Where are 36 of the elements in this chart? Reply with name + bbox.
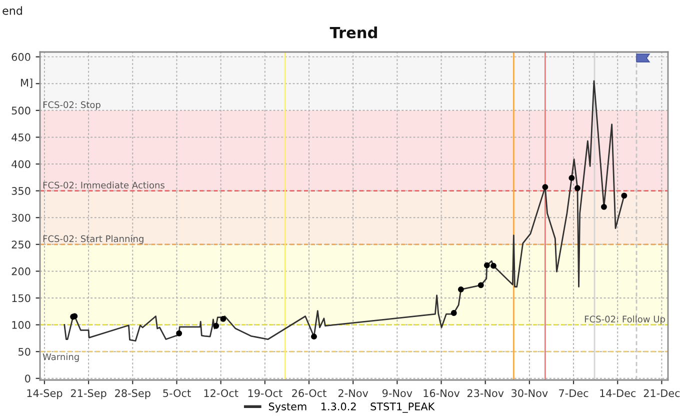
band-label: FCS-02: Follow Up <box>584 316 665 324</box>
y-tick-label: 0 <box>25 374 30 382</box>
y-tick-label: 50 <box>18 348 30 356</box>
y-tick-label: 250 <box>12 240 30 249</box>
y-axis-title: M] <box>21 78 32 88</box>
y-tick-label: 300 <box>12 214 30 222</box>
x-tick-label: 19-Oct <box>248 389 282 398</box>
band-label: FCS-02: Start Planning <box>43 235 144 244</box>
x-tick-label: 14-Dec <box>600 389 636 398</box>
x-tick-label: 5-Oct <box>163 389 191 398</box>
band-label: FCS-02: Immediate Actions <box>43 182 164 189</box>
text: end <box>2 6 22 15</box>
y-tick-label: 500 <box>12 106 30 115</box>
x-tick-label: 7-Dec <box>559 389 588 398</box>
ref-line-label: Warning <box>42 353 79 362</box>
legend-label: System 1.3.0.2 STST1_PEAK <box>268 402 435 413</box>
x-tick-label: 16-Nov <box>424 389 460 398</box>
x-tick-label: 23-Nov <box>467 389 504 398</box>
y-tick-label: 600 <box>12 53 30 61</box>
y-tick-label: 450 <box>12 133 30 142</box>
x-tick-label: 26-Oct <box>292 389 326 398</box>
y-tick-label: 200 <box>12 267 30 276</box>
x-tick-label: 28-Sep <box>115 389 150 400</box>
x-tick-label: 21-Dec <box>644 389 680 398</box>
x-tick-label: 30-Nov <box>512 389 548 398</box>
chart-title: Trend <box>330 26 377 38</box>
band-label: FCS-02: Stop <box>43 101 100 110</box>
x-tick-label: 21-Sep <box>70 389 106 400</box>
x-tick-label: 2-Nov <box>338 389 368 398</box>
y-tick-label: 150 <box>12 294 30 302</box>
x-tick-label: 9-Nov <box>382 389 412 398</box>
y-tick-label: 400 <box>12 160 30 168</box>
x-tick-label: 14-Sep <box>27 389 62 400</box>
y-tick-label: 350 <box>12 187 30 195</box>
y-tick-label: 100 <box>12 321 30 329</box>
x-tick-label: 12-Oct <box>204 389 238 398</box>
